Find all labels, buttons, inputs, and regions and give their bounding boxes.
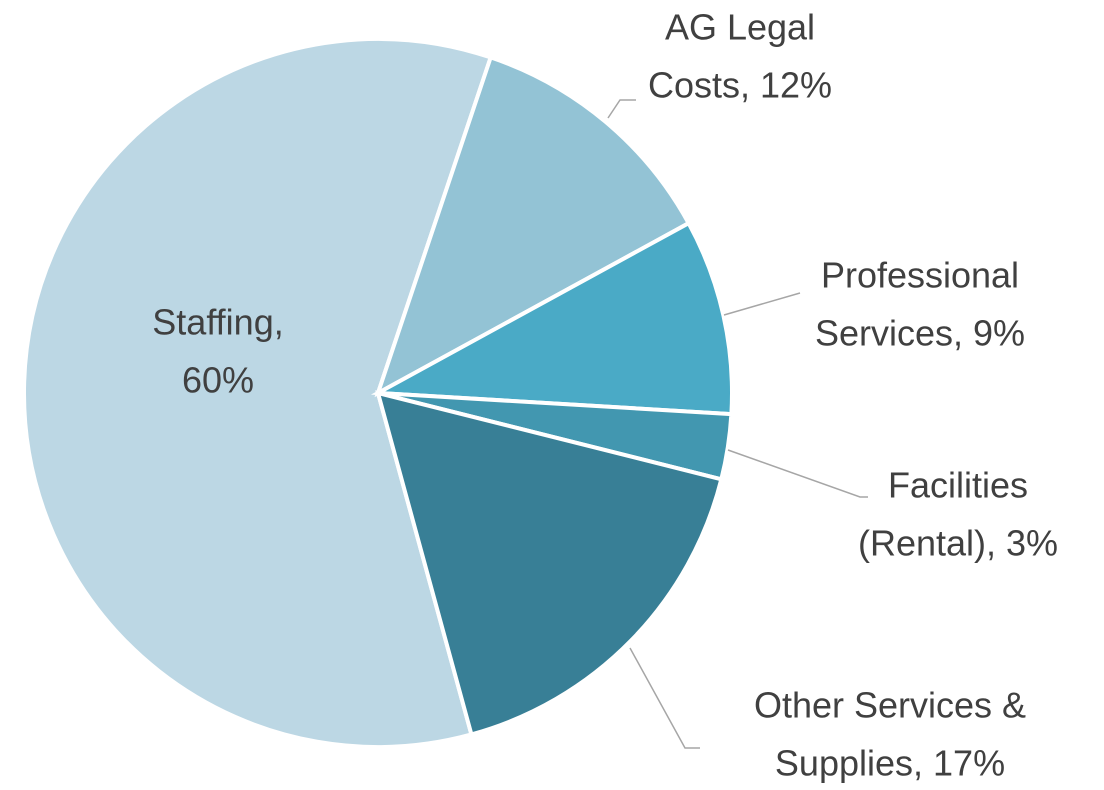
data-label: Staffing,	[152, 302, 283, 343]
pie-slice	[375, 390, 724, 737]
data-label: Costs, 12%	[648, 65, 832, 106]
data-label: Facilities	[888, 465, 1028, 506]
pie-slice	[22, 37, 494, 749]
data-label: Services, 9%	[815, 313, 1025, 354]
pie-slice	[370, 220, 734, 417]
leader-line	[723, 292, 801, 316]
pie-slice	[374, 54, 692, 398]
leader-line	[607, 99, 636, 119]
data-label: 60%	[182, 360, 254, 401]
data-label: Other Services &	[754, 685, 1026, 726]
data-label: Professional	[821, 255, 1019, 296]
data-label: AG Legal	[665, 7, 815, 48]
data-label: (Rental), 3%	[858, 523, 1058, 564]
data-label: Supplies, 17%	[775, 743, 1005, 784]
leader-line	[629, 647, 700, 749]
leader-line	[727, 449, 868, 498]
